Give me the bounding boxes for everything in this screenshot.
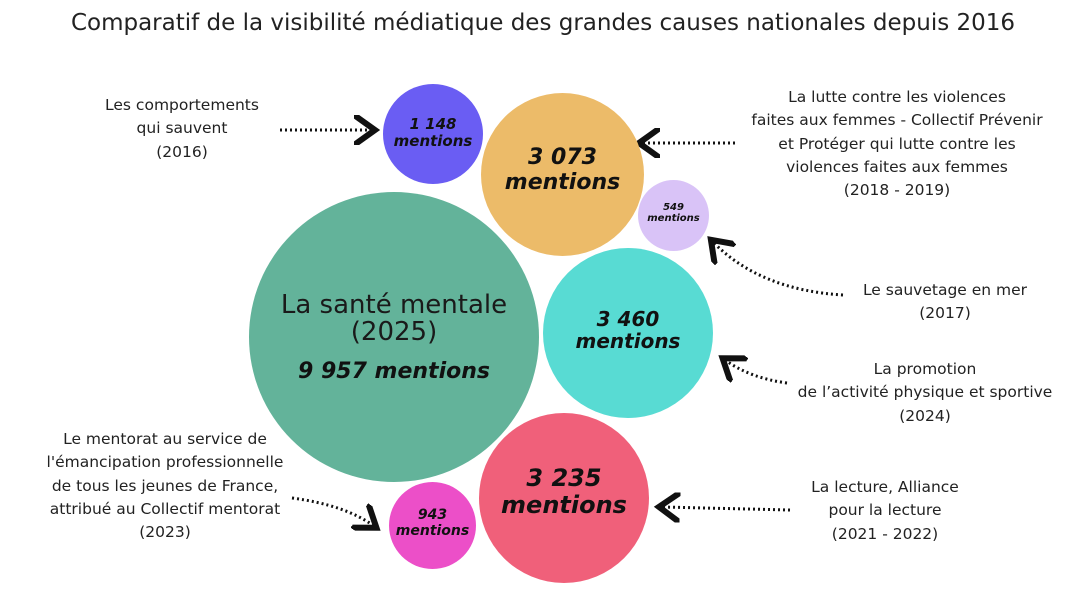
bubble-comportements xyxy=(383,84,483,184)
label-lutte-line: La lutte contre les violences xyxy=(788,88,1006,106)
label-promotion: La promotion de l’activité physique et s… xyxy=(790,358,1060,428)
mentorat-unit: mentions xyxy=(395,522,470,539)
bubble-lutte xyxy=(481,93,644,256)
label-mentorat: Le mentorat au service de l'émancipation… xyxy=(30,428,300,544)
label-mentorat-line: attribué au Collectif mentorat xyxy=(49,499,281,518)
chart-title: Comparatif de la visibilité médiatique d… xyxy=(70,10,1016,36)
lutte-value: 3 073 xyxy=(528,145,597,170)
bubble-promotion xyxy=(543,248,713,418)
comportements-value: 1 148 xyxy=(409,115,457,133)
label-comportements-line: Les comportements xyxy=(105,96,259,114)
lutte-unit: mentions xyxy=(504,169,621,195)
comportements-unit: mentions xyxy=(393,131,473,150)
label-comportements-line: qui sauvent xyxy=(136,119,228,138)
sante-mentions: 9 957 mentions xyxy=(298,359,490,384)
promotion-unit: mentions xyxy=(575,329,681,354)
label-comportements: Les comportements qui sauvent (2016) xyxy=(82,94,282,164)
label-promotion-line: La promotion xyxy=(873,360,977,378)
label-mentorat-line: l'émancipation professionnelle xyxy=(46,453,284,472)
label-promotion-line: de l’activité physique et sportive xyxy=(797,383,1053,402)
label-promotion-line: (2024) xyxy=(899,406,951,425)
arrow-lecture xyxy=(662,507,791,510)
bubble-sauvetage xyxy=(638,180,709,251)
mentorat-value-text: 943 mentions xyxy=(389,507,476,539)
label-comportements-line: (2016) xyxy=(156,142,208,161)
label-lutte-line: et Protéger qui lutte contre les xyxy=(778,134,1016,153)
lutte-value-text: 3 073 mentions xyxy=(481,145,644,195)
label-mentorat-line: de tous les jeunes de France, xyxy=(51,476,279,495)
comportements-value-text: 1 148 mentions xyxy=(383,116,483,150)
sante-name: La santé mentale (2025) xyxy=(249,290,539,348)
arrow-mentorat xyxy=(291,496,374,526)
lecture-unit: mentions xyxy=(501,490,627,519)
label-sauvetage: Le sauvetage en mer (2017) xyxy=(840,279,1050,326)
promotion-value: 3 460 xyxy=(596,307,660,331)
bubble-sante xyxy=(249,192,539,482)
sauvetage-unit: mentions xyxy=(647,213,700,225)
label-lecture-line: pour la lecture xyxy=(828,501,942,520)
mentorat-value: 943 xyxy=(417,507,448,523)
label-lutte-line: (2018 - 2019) xyxy=(843,181,951,199)
sauvetage-value-text: 549 mentions xyxy=(638,202,709,224)
label-lecture-line: La lecture, Alliance xyxy=(811,478,959,496)
label-lutte-line: violences faites aux femmes xyxy=(786,157,1008,176)
label-sauvetage-line: Le sauvetage en mer xyxy=(862,281,1028,299)
lecture-value-text: 3 235 mentions xyxy=(479,465,649,519)
promotion-value-text: 3 460 mentions xyxy=(543,308,713,353)
arrow-promotion xyxy=(725,360,788,385)
bubble-mentorat xyxy=(389,482,476,569)
label-mentorat-line: Le mentorat au service de xyxy=(63,430,267,448)
label-lecture: La lecture, Alliance pour la lecture (20… xyxy=(790,476,980,546)
sauvetage-value: 549 xyxy=(663,202,684,213)
label-lutte-line: faites aux femmes - Collectif Prévenir xyxy=(751,111,1043,130)
label-mentorat-line: (2023) xyxy=(139,523,191,541)
label-lecture-line: (2021 - 2022) xyxy=(831,524,939,543)
arrow-sauvetage xyxy=(713,242,844,297)
bubble-lecture xyxy=(479,413,649,583)
sante-name-line1: La santé mentale xyxy=(280,290,508,320)
sante-name-line2: (2025) xyxy=(350,317,438,348)
lecture-value: 3 235 xyxy=(526,464,602,492)
label-lutte: La lutte contre les violences faites aux… xyxy=(732,86,1062,202)
label-sauvetage-line: (2017) xyxy=(919,304,971,323)
